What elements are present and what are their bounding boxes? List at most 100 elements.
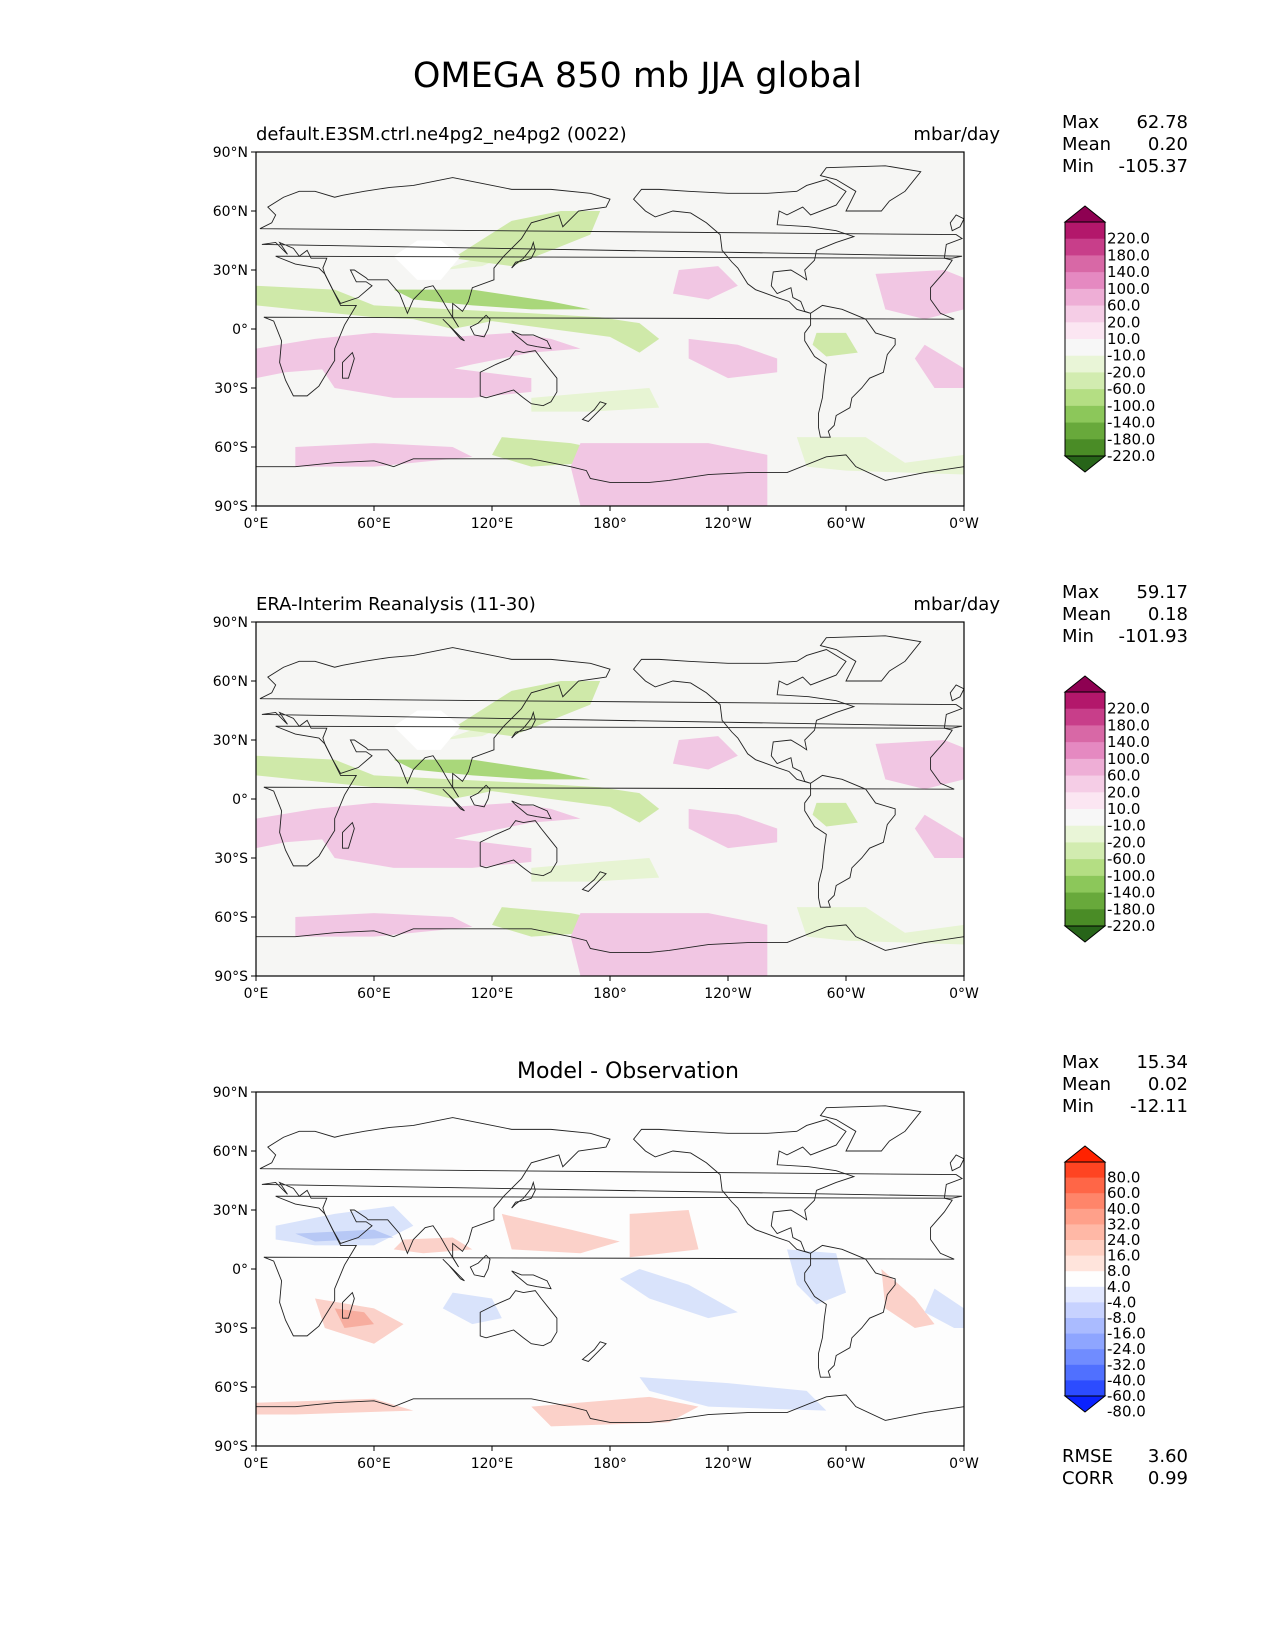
colorbar-segment <box>1065 1364 1105 1381</box>
panel-units: mbar/day <box>913 594 1000 615</box>
lat-tick-label: 90°S <box>214 969 248 985</box>
lon-tick-label: 60°E <box>357 516 391 532</box>
coastline <box>442 318 465 342</box>
stat-mean-value: 0.20 <box>1147 134 1188 155</box>
contour-region <box>531 388 660 412</box>
colorbar: 80.060.040.032.024.016.08.04.0-4.0-8.0-1… <box>1063 1145 1146 1421</box>
lon-tick-label: 60°W <box>827 516 866 532</box>
coastline <box>259 177 964 328</box>
stat-mean-value: 0.02 <box>1147 1074 1188 1095</box>
coastline <box>581 871 607 892</box>
contour-region <box>639 1377 827 1411</box>
lon-tick-label: 180° <box>593 1456 627 1472</box>
lon-tick-label: 120°E <box>471 986 514 1002</box>
contour-region <box>393 759 591 780</box>
contour-region <box>672 266 738 300</box>
lat-tick-label: 30°S <box>214 851 248 867</box>
lon-tick-label: 60°E <box>357 986 391 1002</box>
coastline <box>632 1119 856 1254</box>
lat-tick-label: 0° <box>232 1262 248 1278</box>
colorbar-extend-bottom <box>1063 455 1107 473</box>
colorbar-segment <box>1065 742 1105 760</box>
colorbar-segment <box>1065 1271 1105 1288</box>
coastline <box>581 401 607 422</box>
contour-region <box>531 858 660 882</box>
colorbar-segment <box>1065 355 1105 373</box>
coastline <box>632 649 856 784</box>
colorbar-tick-label: 60.0 <box>1107 1184 1140 1202</box>
contour-region <box>812 802 858 827</box>
lon-tick-label: 0°E <box>244 1456 269 1472</box>
stat-mean-value: 0.18 <box>1147 604 1188 625</box>
colorbar-segment <box>1065 708 1105 726</box>
map-plot: 90°N 60°N 30°N 0° 30°S 60°S 90°S0°E 60°E 120°E 18… <box>213 145 979 532</box>
panel-difference: Model - Observation 90°N 60°N 30°N 0° 30°S 60… <box>0 1052 1275 1524</box>
colorbar-segment <box>1065 372 1105 390</box>
colorbar-tick-label: 20.0 <box>1107 313 1140 331</box>
colorbar-segment <box>1065 1177 1105 1194</box>
colorbar-segment <box>1065 859 1105 877</box>
contour-region <box>914 344 964 388</box>
contour-region <box>334 1308 374 1328</box>
coastline <box>342 351 355 379</box>
lon-tick-label: 120°W <box>704 1456 752 1472</box>
lon-tick-label: 0°E <box>244 986 269 1002</box>
panel-units: mbar/day <box>913 124 1000 145</box>
colorbar-tick-label: -100.0 <box>1107 397 1155 415</box>
colorbar-tick-label: 8.0 <box>1107 1262 1131 1280</box>
missing-data-region <box>393 710 461 750</box>
colorbar-segment <box>1065 1318 1105 1335</box>
coastline <box>256 924 964 953</box>
coastline <box>469 1254 491 1278</box>
stats-box: Max 59.17 Mean 0.18 Min -101.93 <box>1062 582 1188 648</box>
lat-tick-label: 30°N <box>213 733 248 749</box>
coastline <box>342 1291 355 1319</box>
colorbar-segment <box>1065 775 1105 793</box>
map-plot: 90°N 60°N 30°N 0° 30°S 60°S 90°S0°E 60°E 120°E 18… <box>213 615 979 1002</box>
page-title: OMEGA 850 mb JJA global <box>412 56 863 96</box>
colorbar-segment <box>1065 1224 1105 1241</box>
stat-max-value: 59.17 <box>1136 582 1188 603</box>
lon-tick-label: 180° <box>593 516 627 532</box>
stat-mean-label: Mean <box>1062 134 1112 155</box>
colorbar-tick-label: 140.0 <box>1107 263 1150 281</box>
colorbar-segment <box>1065 1302 1105 1319</box>
colorbar-tick-label: -180.0 <box>1107 900 1155 918</box>
contour-region <box>796 437 964 475</box>
colorbar-tick-label: -60.0 <box>1107 1387 1146 1405</box>
coastline <box>259 1117 964 1268</box>
colorbar-extend-top <box>1063 675 1107 693</box>
colorbar-segment <box>1065 725 1105 743</box>
lon-tick-label: 0°W <box>949 516 979 532</box>
contour-region <box>924 1288 964 1328</box>
coastline <box>804 1244 896 1378</box>
stat-max-label: Max <box>1062 1052 1100 1073</box>
contour-region <box>295 443 473 467</box>
lat-tick-label: 30°S <box>214 1321 248 1337</box>
coastline <box>581 1341 607 1362</box>
stats-box: Max 15.34 Mean 0.02 Min -12.11 <box>1062 1052 1188 1118</box>
contour-region <box>501 1213 620 1254</box>
colorbar-segment <box>1065 1162 1105 1179</box>
colorbar-segment <box>1065 1349 1105 1366</box>
colorbar-segment <box>1065 305 1105 323</box>
coastline <box>804 304 896 438</box>
lon-tick-label: 180° <box>593 986 627 1002</box>
colorbar-segment <box>1065 842 1105 860</box>
colorbar-tick-label: 20.0 <box>1107 783 1140 801</box>
coastline <box>819 1105 922 1152</box>
stat-max-value: 15.34 <box>1136 1052 1188 1073</box>
stat-min-label: Min <box>1062 1096 1094 1117</box>
lon-tick-label: 120°E <box>471 1456 514 1472</box>
lon-tick-label: 60°W <box>827 986 866 1002</box>
colorbar-tick-label: 10.0 <box>1107 330 1140 348</box>
coastline <box>442 1258 465 1282</box>
lat-tick-label: 90°S <box>214 499 248 515</box>
colorbar-tick-label: 80.0 <box>1107 1169 1140 1187</box>
colorbar-segment <box>1065 222 1105 240</box>
contour-region <box>452 681 601 737</box>
colorbar-tick-label: -80.0 <box>1107 1403 1146 1421</box>
contour-region <box>629 1210 699 1258</box>
map-background <box>256 1092 964 1446</box>
colorbar: 220.0180.0140.0100.060.020.010.0-10.0-20… <box>1063 205 1155 473</box>
